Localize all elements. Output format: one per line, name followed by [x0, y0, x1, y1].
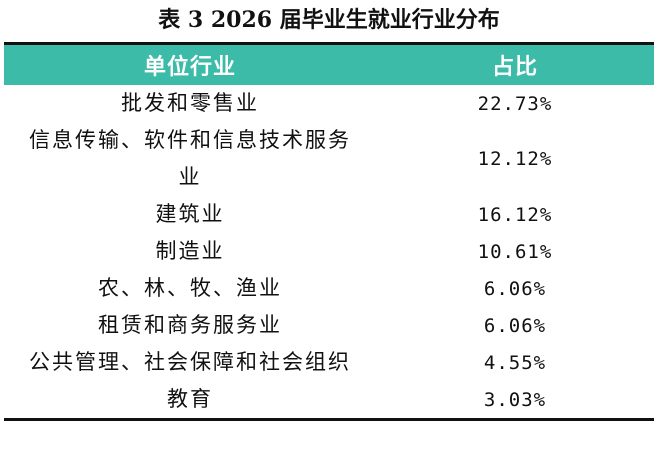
- header-row: 单位行业 占比: [4, 43, 654, 85]
- table-header: 单位行业 占比: [4, 43, 654, 85]
- table-row: 建筑业 16.12%: [4, 196, 654, 233]
- share-cell: 22.73%: [477, 92, 553, 115]
- share-cell: 6.06%: [483, 277, 547, 300]
- table-row: 教育 3.03%: [4, 381, 654, 420]
- share-cell: 16.12%: [477, 203, 553, 226]
- industry-cell: 信息传输、软件和信息技术服务业: [29, 128, 351, 189]
- table-row: 信息传输、软件和信息技术服务业 12.12%: [4, 122, 654, 196]
- table-title: 表 3 2026 届毕业生就业行业分布: [158, 7, 500, 33]
- column-header: 占比: [376, 43, 654, 85]
- table-row: 租赁和商务服务业 6.06%: [4, 307, 654, 344]
- column-header: 单位行业: [4, 43, 376, 85]
- table-row: 农、林、牧、渔业 6.06%: [4, 270, 654, 307]
- table-row: 制造业 10.61%: [4, 233, 654, 270]
- table-row: 批发和零售业 22.73%: [4, 85, 654, 122]
- table-row: 公共管理、社会保障和社会组织 4.55%: [4, 344, 654, 381]
- industry-cell: 建筑业: [155, 202, 225, 226]
- share-cell: 12.12%: [477, 148, 553, 170]
- industry-cell: 租赁和商务服务业: [98, 313, 282, 337]
- share-cell: 3.03%: [483, 388, 547, 411]
- industry-cell: 公共管理、社会保障和社会组织: [29, 350, 351, 374]
- table-body: 批发和零售业 22.73% 信息传输、软件和信息技术服务业 12.12% 建筑业 16.1…: [4, 85, 654, 420]
- industry-cell: 农、林、牧、渔业: [98, 276, 282, 300]
- industry-cell: 制造业: [155, 239, 225, 263]
- share-cell: 10.61%: [477, 240, 553, 263]
- share-cell: 6.06%: [483, 314, 547, 337]
- industry-cell: 教育: [167, 387, 213, 411]
- share-cell: 4.55%: [483, 351, 547, 374]
- industry-table: 单位行业 占比 批发和零售业 22.73% 信息传输、软件和信息技术服务业 12.12…: [4, 42, 654, 421]
- industry-cell: 批发和零售业: [121, 91, 259, 115]
